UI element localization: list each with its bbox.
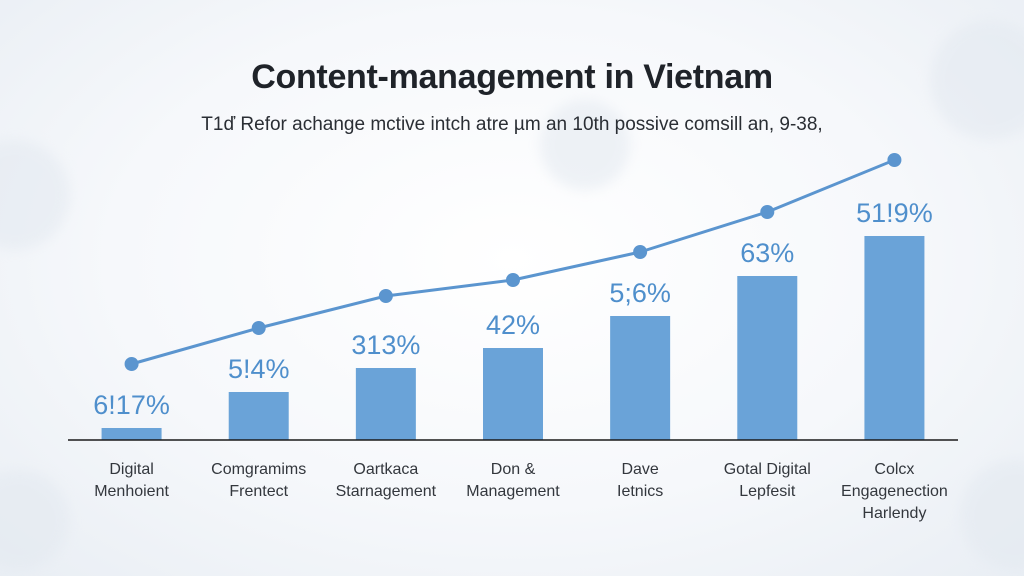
category-label: Menhoient bbox=[94, 483, 169, 500]
bar-value-label: 6!17% bbox=[93, 390, 170, 420]
bar bbox=[483, 348, 543, 440]
trend-point bbox=[887, 153, 902, 167]
trend-point bbox=[633, 245, 648, 259]
bar-value-label: 5;6% bbox=[609, 278, 671, 308]
trend-point bbox=[251, 321, 266, 335]
category-label: Frentect bbox=[229, 483, 288, 500]
bar bbox=[101, 428, 162, 440]
bar bbox=[228, 392, 289, 440]
category-label: Harlendy bbox=[862, 505, 926, 522]
bar-value-label: 42% bbox=[486, 310, 540, 340]
bar-value-label: 63% bbox=[740, 238, 794, 268]
background-bokeh bbox=[930, 20, 1024, 140]
chart-subtitle: T1ď Refor achange mctive intch atre µm a… bbox=[201, 114, 823, 135]
category-label: Engagenection bbox=[841, 483, 948, 500]
bar bbox=[355, 368, 416, 440]
trend-point bbox=[506, 273, 520, 287]
bar-value-label: 313% bbox=[351, 330, 420, 360]
bar-value-label: 5!4% bbox=[228, 354, 290, 384]
category-label: Lepfesit bbox=[739, 483, 796, 500]
trend-point bbox=[378, 289, 393, 303]
category-label: Don & bbox=[491, 461, 536, 478]
bar bbox=[737, 276, 798, 440]
category-label: Dave bbox=[621, 461, 658, 478]
trend-point bbox=[760, 205, 775, 219]
bar bbox=[610, 316, 671, 440]
category-label: Colcx bbox=[874, 461, 914, 478]
bar-value-label: 51!9% bbox=[856, 198, 933, 228]
background-bokeh bbox=[540, 100, 630, 190]
category-label: Management bbox=[466, 483, 560, 500]
bar bbox=[864, 236, 925, 440]
category-label: Comgramims bbox=[211, 461, 306, 478]
category-label: Ietnics bbox=[617, 483, 663, 500]
category-label: Oartkaca bbox=[353, 461, 418, 478]
category-label: Digital bbox=[109, 461, 153, 478]
category-label: Starnagement bbox=[336, 483, 437, 500]
trend-point bbox=[124, 357, 139, 371]
category-label: Gotal Digital bbox=[724, 461, 811, 478]
chart-title: Content-management in Vietnam bbox=[251, 58, 773, 96]
